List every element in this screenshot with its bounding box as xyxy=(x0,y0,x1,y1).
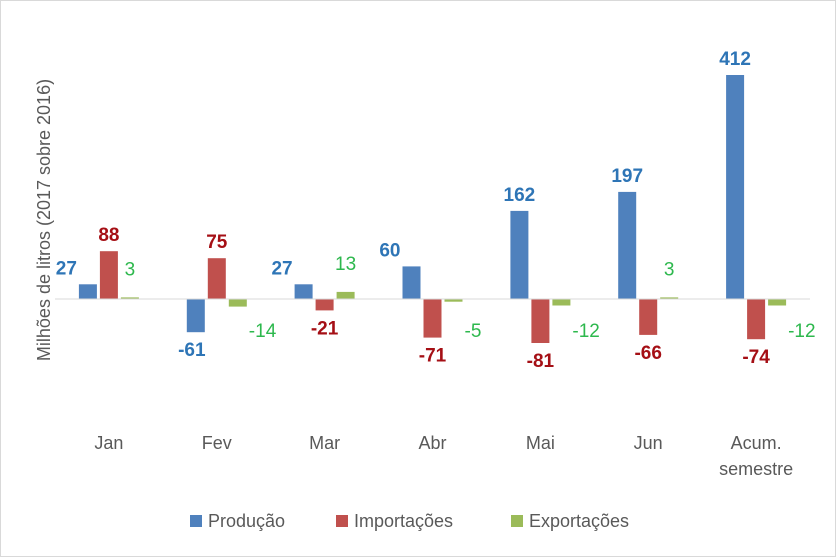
data-label-importacoes-6: -74 xyxy=(742,347,770,368)
data-label-importacoes-0: 88 xyxy=(98,225,119,246)
data-label-exportacoes-0: 3 xyxy=(125,259,136,280)
bar-importacoes-2 xyxy=(315,299,334,311)
bar-producao-5 xyxy=(618,191,637,299)
bar-producao-4 xyxy=(510,210,529,299)
bar-producao-6 xyxy=(726,75,745,299)
bar-importacoes-0 xyxy=(99,251,118,299)
category-label-1: Fev xyxy=(202,433,232,453)
data-label-producao-0: 27 xyxy=(56,258,77,279)
data-label-exportacoes-6: -12 xyxy=(788,321,815,342)
data-label-producao-3: 60 xyxy=(379,240,400,261)
bar-importacoes-4 xyxy=(531,299,550,343)
legend: Produção Importações Exportações xyxy=(190,511,629,531)
data-label-producao-1: -61 xyxy=(178,340,206,361)
data-label-producao-2: 27 xyxy=(271,258,292,279)
category-ticks-layer: Jan Fev Mar Abr Mai Jun Acum. semestre xyxy=(94,433,793,479)
category-label-0: Jan xyxy=(94,433,123,453)
data-label-exportacoes-3: -5 xyxy=(465,321,482,342)
legend-label-producao: Produção xyxy=(208,511,285,531)
bar-producao-3 xyxy=(402,266,421,299)
bar-producao-2 xyxy=(294,284,313,299)
category-label-3: Abr xyxy=(418,433,446,453)
y-axis-title: Milhões de litros (2017 sobre 2016) xyxy=(34,79,54,361)
data-label-exportacoes-5: 3 xyxy=(664,259,675,280)
data-label-exportacoes-1: -14 xyxy=(249,321,277,342)
legend-swatch-exportacoes xyxy=(511,515,523,527)
bar-exportacoes-4 xyxy=(552,299,571,306)
bar-importacoes-3 xyxy=(423,299,442,338)
bar-exportacoes-2 xyxy=(336,291,355,299)
data-label-importacoes-3: -71 xyxy=(419,346,447,367)
data-label-importacoes-2: -21 xyxy=(311,318,339,339)
bar-importacoes-5 xyxy=(639,299,658,335)
bar-producao-0 xyxy=(78,284,97,299)
category-label-2: Mar xyxy=(309,433,340,453)
data-label-producao-6: 412 xyxy=(719,49,751,70)
legend-swatch-producao xyxy=(190,515,202,527)
data-label-importacoes-5: -66 xyxy=(634,343,661,364)
legend-label-importacoes: Importações xyxy=(354,511,453,531)
bar-importacoes-1 xyxy=(207,258,226,299)
legend-label-exportacoes: Exportações xyxy=(529,511,629,531)
bar-exportacoes-6 xyxy=(768,299,787,306)
category-label-6: Acum. semestre xyxy=(719,433,793,479)
legend-swatch-importacoes xyxy=(336,515,348,527)
data-label-importacoes-1: 75 xyxy=(206,232,228,253)
data-label-importacoes-4: -81 xyxy=(527,351,555,372)
data-labels-layer: 27 88 3 -61 75 -14 27 -21 13 60 -71 -5 162 -81 -12 197 -… xyxy=(56,49,816,372)
category-label-5: Jun xyxy=(634,433,663,453)
bar-exportacoes-1 xyxy=(228,299,247,307)
bar-exportacoes-5 xyxy=(660,297,679,299)
bar-exportacoes-0 xyxy=(120,297,139,299)
data-label-exportacoes-4: -12 xyxy=(572,321,599,342)
bars-layer xyxy=(78,75,787,343)
category-label-4: Mai xyxy=(526,433,555,453)
bar-importacoes-6 xyxy=(747,299,766,340)
bar-producao-1 xyxy=(186,299,205,333)
data-label-exportacoes-2: 13 xyxy=(335,254,356,275)
data-label-producao-4: 162 xyxy=(504,185,536,206)
bar-exportacoes-3 xyxy=(444,299,463,302)
data-label-producao-5: 197 xyxy=(611,166,643,187)
